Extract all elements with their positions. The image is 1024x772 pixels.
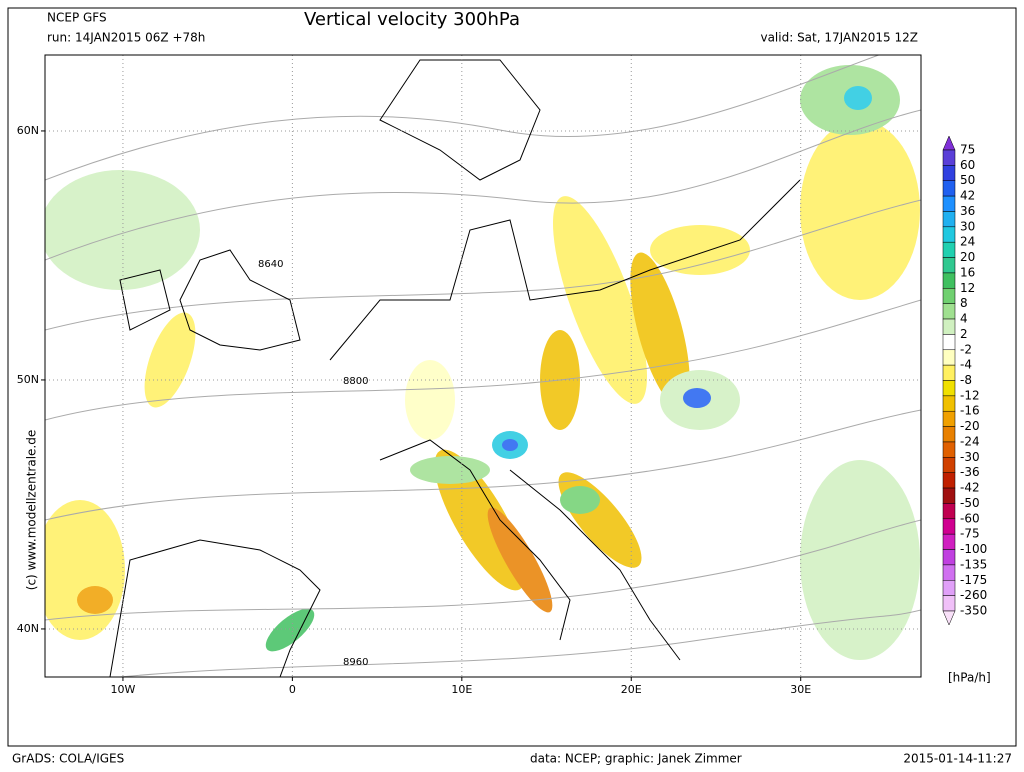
colorbar-band [942,503,956,520]
run-info: run: 14JAN2015 06Z +78h [47,31,205,45]
valid-time: valid: Sat, 17JAN2015 12Z [760,31,918,45]
contour-label: 8800 [343,376,368,387]
colorbar-label: -24 [960,434,980,448]
colorbar-band [942,257,956,274]
colorbar-band [942,457,956,473]
colorbar-label: -135 [960,557,987,571]
colorbar-label: 50 [960,173,975,187]
lon-tick-label: 0 [289,683,296,696]
lon-tick-label: 20E [621,683,642,696]
footer-timestamp: 2015-01-14-11:27 [903,752,1012,766]
colorbar-band [942,564,956,581]
colorbar: 75605042363024201612842-2-4-8-12-16-20-2… [942,135,987,626]
colorbar-band [942,334,956,351]
colorbar-label: -75 [960,527,980,541]
map-background [45,55,921,677]
colorbar-label: -4 [960,358,972,372]
contour-label: 8960 [343,657,368,668]
map-title: Vertical velocity 300hPa [304,9,520,30]
colorbar-band [942,487,956,504]
footer-credits: data: NCEP; graphic: Janek Zimmer [530,752,742,766]
colorbar-label: -36 [960,465,980,479]
copyright: (c) www.modellzentrale.de [25,430,39,590]
colorbar-triangle [942,610,956,626]
colorbar-band [942,349,956,366]
colorbar-band [942,226,956,243]
colorbar-label: 8 [960,296,968,310]
colorbar-band [942,472,956,489]
contour-label: 8640 [258,259,283,270]
colorbar-label: -12 [960,388,980,402]
colorbar-band [942,195,956,212]
colorbar-band [942,303,956,320]
colorbar-band [942,518,956,535]
colorbar-label: -20 [960,419,980,433]
colorbar-band [942,441,956,458]
colorbar-band [942,180,956,197]
colorbar-label: -60 [960,511,980,525]
colorbar-band [942,595,956,612]
colorbar-band [942,318,956,335]
footer-software: GrADS: COLA/IGES [12,752,124,766]
colorbar-label: 30 [960,219,975,233]
lon-tick-label: 30E [790,683,811,696]
colorbar-band [942,410,956,427]
colorbar-label: -100 [960,542,987,556]
height-contours [45,55,921,677]
colorbar-label: -42 [960,481,980,495]
colorbar-band [942,380,956,397]
colorbar-label: -50 [960,496,980,510]
colorbar-band [942,149,956,166]
colorbar-label: -175 [960,573,987,587]
colorbar-label: 12 [960,281,975,295]
colorbar-label: -2 [960,342,972,356]
colorbar-label: 24 [960,235,975,249]
colorbar-label: -30 [960,450,980,464]
colorbar-band [942,272,956,289]
colorbar-band [942,211,956,228]
model-name: NCEP GFS [47,11,107,25]
colorbar-band [942,288,956,304]
map-field: 8640 8800 8960 [45,55,921,677]
colorbar-band [942,165,956,181]
colorbar-label: -8 [960,373,972,387]
colorbar-band [942,533,956,550]
colorbar-label: 4 [960,312,968,326]
lon-tick-label: 10W [111,683,136,696]
lat-tick-label: 40N [17,622,39,635]
colorbar-band [942,426,956,443]
colorbar-band [942,395,956,412]
colorbar-band [942,580,956,596]
colorbar-label: -260 [960,588,987,602]
colorbar-label: -16 [960,404,980,418]
lon-tick-label: 10E [451,683,472,696]
colorbar-label: 2 [960,327,968,341]
colorbar-label: 20 [960,250,975,264]
colorbar-band [942,549,956,566]
colorbar-band [942,364,956,381]
coastlines [109,59,801,677]
colorbar-label: 42 [960,189,975,203]
colorbar-label: -350 [960,604,987,618]
colorbar-label: 36 [960,204,975,218]
velocity-shading [45,65,920,660]
map-frame [44,54,922,678]
lat-tick-label: 60N [17,124,39,137]
colorbar-unit: [hPa/h] [948,671,991,685]
colorbar-label: 16 [960,265,975,279]
colorbar-label: 75 [960,143,975,157]
colorbar-band [942,241,956,258]
colorbar-label: 60 [960,158,975,172]
lat-tick-label: 50N [17,373,39,386]
